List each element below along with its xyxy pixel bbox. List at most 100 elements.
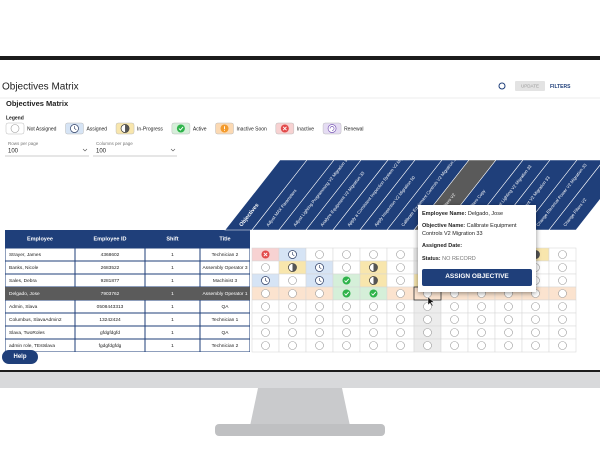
stand-neck: [250, 388, 350, 426]
status-icon: [342, 250, 351, 259]
table-cell: [75, 300, 145, 313]
status-icon: [558, 289, 567, 298]
status-icon: [288, 289, 297, 298]
popup-label: Objective Name:: [422, 223, 466, 230]
table-cell-text: 1: [171, 343, 174, 349]
legend-label: Inactive Soon: [237, 126, 268, 132]
refresh-icon[interactable]: [498, 82, 506, 90]
filters-label[interactable]: FILTERS: [550, 84, 571, 90]
table-cell-text: 1: [171, 252, 174, 258]
table-cell-text: Technician 2: [212, 252, 239, 258]
table-cell: [5, 339, 75, 352]
legend-label: In-Progress: [137, 126, 163, 132]
status-icon: [423, 302, 432, 311]
stand-base: [215, 424, 385, 436]
table-cell: [75, 261, 145, 274]
table-cell: [5, 300, 75, 313]
table-cell-text: Slava, TwoRoles: [9, 330, 45, 336]
renew-arc: [329, 126, 335, 131]
status-icon: [396, 341, 405, 350]
table-cell: [200, 313, 250, 326]
status-icon: [342, 341, 351, 350]
clock-hands: [319, 265, 322, 269]
status-icon: [504, 315, 513, 324]
table-cell-text: 4368602: [101, 252, 120, 258]
control-value: 100: [8, 149, 19, 155]
status-icon: [504, 302, 513, 311]
status-icon: [342, 289, 351, 298]
status-icon: [396, 276, 405, 285]
table-cell: [75, 339, 145, 352]
clock-hands: [74, 126, 77, 130]
table-cell-text: 2683522: [101, 265, 120, 271]
table-cell: [75, 326, 145, 339]
popup-label: Assigned Date:: [422, 243, 463, 250]
control-label: Columns per page: [96, 141, 133, 146]
table-cell-text: 1: [171, 265, 174, 271]
table-header: [5, 230, 250, 248]
table-cell: [200, 261, 250, 274]
status-icon: [261, 289, 270, 298]
table-cell-text: QA: [222, 330, 230, 336]
table-cell: [145, 300, 200, 313]
table-cell-text: 7903762: [101, 291, 120, 297]
status-icon: [558, 315, 567, 324]
status-icon: [450, 315, 459, 324]
help-button[interactable]: Help: [2, 350, 38, 364]
table-cell-text: Assembly Operator 3: [202, 265, 247, 271]
status-icon: [558, 276, 567, 285]
legend-label: Not Assigned: [27, 126, 57, 132]
table-cell: [75, 274, 145, 287]
cross: [263, 252, 268, 257]
status-icon: [531, 341, 540, 350]
status-icon: [477, 302, 486, 311]
assign-button[interactable]: ASSIGN OBJECTIVE: [422, 269, 532, 286]
clock-hands: [265, 278, 268, 282]
status-icon: [396, 315, 405, 324]
table-cell: [5, 326, 75, 339]
check: [344, 278, 350, 283]
table-cell-text: 9281877: [101, 278, 120, 284]
status-icon: [369, 302, 378, 311]
status-icon: [261, 328, 270, 337]
status-icon: [450, 341, 459, 350]
cursor: [427, 296, 435, 307]
table-cell: [145, 313, 200, 326]
status-icon: [315, 302, 324, 311]
cross: [282, 126, 287, 131]
column-header: Employee: [27, 236, 53, 242]
table-cell-text: 1: [171, 304, 174, 310]
table-cell: [75, 313, 145, 326]
popup-value: NO RECORD: [442, 255, 476, 262]
status-icon: [261, 341, 270, 350]
status-icon: [423, 328, 432, 337]
status-icon: [477, 315, 486, 324]
status-icon: [531, 328, 540, 337]
column-header: Employee ID: [93, 236, 126, 242]
chin: [0, 372, 600, 388]
popup-label: Employee Name:: [422, 211, 467, 217]
popup: Employee Name: Delgado, Jose Objective N…: [418, 205, 536, 292]
popup-value: Delgado, Jose: [467, 211, 504, 217]
status-icon: [369, 289, 378, 298]
status-icon: [477, 328, 486, 337]
table-cell-text: 1: [171, 278, 174, 284]
progress-fill: [125, 124, 130, 133]
table-cell: [145, 274, 200, 287]
status-icon: [315, 315, 324, 324]
status-icon: [315, 341, 324, 350]
table-cell-text: 13242424: [99, 317, 121, 323]
table-cell: [200, 300, 250, 313]
column-header: Shift: [166, 236, 178, 242]
status-icon: [477, 341, 486, 350]
table-cell-text: 1: [171, 317, 174, 323]
table-cell-text: 0508443313: [97, 304, 124, 310]
legend-label: Renewal: [344, 126, 363, 132]
update-button[interactable]: [515, 81, 545, 91]
table-cell-text: Technician 2: [212, 343, 239, 349]
table-cell-text: Strayer, James: [9, 252, 42, 258]
status-icon: [288, 315, 297, 324]
legend-label: Assigned: [86, 126, 107, 132]
status-icon: [369, 328, 378, 337]
